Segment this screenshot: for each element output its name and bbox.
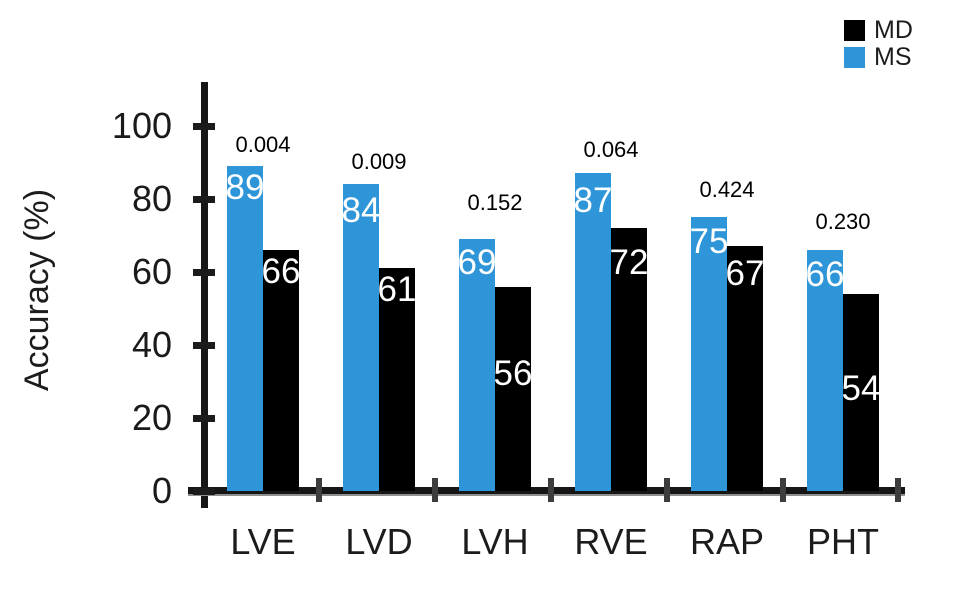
x-tick-mark	[548, 478, 554, 502]
x-category-label: LVE	[230, 521, 296, 562]
bar-value-label: 66	[805, 255, 845, 294]
y-tick-label: 40	[131, 324, 172, 365]
y-tick-label: 80	[131, 178, 172, 219]
bar-value-label: 66	[261, 252, 301, 291]
x-category-label: LVD	[345, 521, 413, 562]
bar-md-pht: 54	[841, 294, 881, 491]
legend-item-md: MD	[844, 16, 913, 44]
bar-value-label: 56	[493, 354, 533, 393]
y-tick-mark	[193, 488, 215, 495]
y-tick-label: 20	[131, 397, 172, 438]
bar-value-label: 67	[725, 254, 765, 293]
bar-value-label: 75	[689, 222, 729, 261]
bar-ms-rve: 87	[573, 173, 613, 491]
x-category-label: PHT	[807, 521, 879, 562]
bar-value-label: 69	[457, 243, 497, 282]
y-axis-title: Accuracy (%)	[18, 188, 56, 392]
y-tick-mark	[193, 123, 215, 130]
x-category-label: LVH	[461, 521, 529, 562]
y-axis-line	[201, 82, 208, 508]
y-tick-label: 60	[131, 251, 172, 292]
p-value-label: 0.230	[815, 209, 871, 234]
bar-ms-lvd: 84	[341, 184, 381, 491]
bar-md-rve: 72	[609, 228, 649, 491]
y-tick-label: 100	[111, 105, 172, 146]
x-tick-mark	[895, 478, 901, 502]
y-tick-mark	[193, 269, 215, 276]
bar-value-label: 87	[573, 181, 613, 220]
p-value-label: 0.424	[699, 177, 755, 202]
legend-swatch-ms	[844, 47, 865, 68]
bar-ms-rap: 75	[689, 217, 729, 491]
x-category-label: RVE	[574, 521, 648, 562]
bar-md-lvd: 61	[377, 268, 417, 491]
y-tick-mark	[193, 415, 215, 422]
bar-ms-lve: 89	[225, 166, 265, 491]
bar-md-lve: 66	[261, 250, 301, 491]
legend: MD MS	[844, 16, 913, 74]
p-value-label: 0.004	[235, 132, 291, 157]
bar-ms-pht: 66	[805, 250, 845, 491]
bar-value-label: 89	[225, 168, 265, 207]
x-tick-mark	[432, 478, 438, 502]
legend-item-ms: MS	[844, 43, 913, 71]
x-tick-mark	[316, 478, 322, 502]
p-value-label: 0.152	[467, 190, 523, 215]
x-tick-mark	[780, 478, 786, 502]
p-value-label: 0.009	[351, 149, 407, 174]
bar-ms-lvh: 69	[457, 239, 497, 491]
legend-label-ms: MS	[874, 43, 912, 71]
y-tick-mark	[193, 342, 215, 349]
bar-md-lvh: 56	[493, 287, 533, 491]
legend-swatch-md	[844, 20, 865, 41]
bar-value-label: 54	[841, 369, 881, 408]
bar-value-label: 84	[341, 191, 381, 230]
bar-value-label: 61	[377, 270, 417, 309]
y-tick-label: 0	[151, 470, 172, 511]
x-category-label: RAP	[689, 521, 765, 562]
x-tick-mark	[664, 478, 670, 502]
x-axis-line	[188, 487, 905, 496]
bar-md-rap: 67	[725, 246, 765, 491]
p-value-label: 0.064	[583, 137, 639, 162]
legend-label-md: MD	[874, 16, 913, 44]
bar-value-label: 72	[609, 243, 649, 282]
y-tick-mark	[193, 196, 215, 203]
